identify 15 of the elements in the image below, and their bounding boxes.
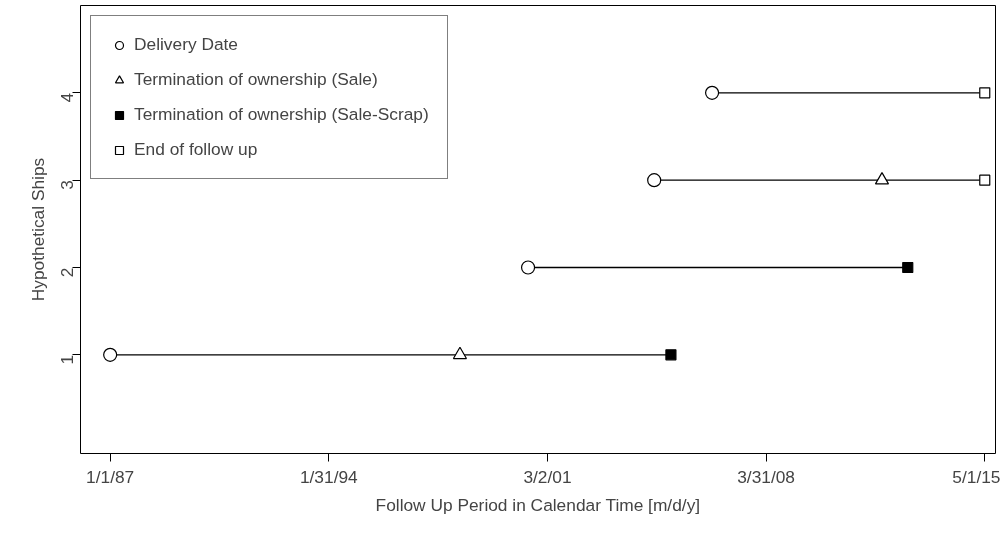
y-tick-label: 4: [57, 92, 78, 103]
x-tick-label: 1/31/94: [299, 466, 359, 487]
x-tick-label: 3/31/08: [737, 466, 796, 487]
y-tick-label: 1: [57, 354, 78, 365]
legend-label: Termination of ownership (Sale-Scrap): [134, 104, 429, 125]
x-tick-label: 5/1/15: [952, 466, 1001, 487]
x-axis-title: Follow Up Period in Calendar Time [m/d/y]: [375, 494, 701, 515]
x-tick-label: 1/1/87: [86, 466, 135, 487]
legend-label: Termination of ownership (Sale): [134, 69, 378, 90]
y-axis-title: Hypothetical Ships: [27, 157, 48, 302]
y-tick-label: 3: [57, 180, 78, 190]
legend-label: Delivery Date: [134, 34, 239, 55]
x-tick-label: 3/2/01: [523, 466, 572, 487]
y-tick-label: 2: [57, 267, 78, 278]
legend-label: End of follow up: [134, 139, 258, 160]
